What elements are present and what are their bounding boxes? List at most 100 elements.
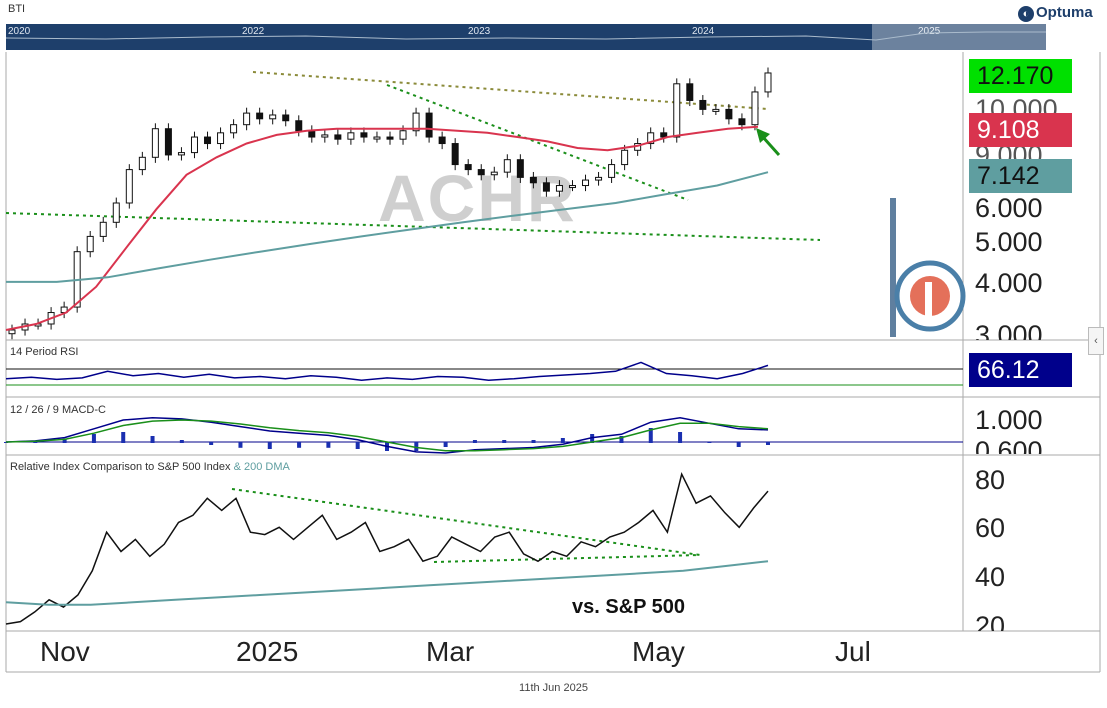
rel-ascending-trendline: [433, 554, 701, 563]
macd-histogram-bar: [443, 442, 448, 447]
rel-axis-tick: 20: [975, 611, 1006, 631]
collapse-panel-button[interactable]: ‹: [1088, 327, 1104, 355]
rsi-title: 14 Period RSI: [10, 346, 79, 358]
candle-body: [738, 118, 746, 126]
candle-body: [243, 112, 251, 126]
overview-year: 2020: [8, 26, 31, 37]
fast-ma-tag: 9.108: [969, 113, 1072, 147]
x-axis-tick: Nov: [40, 636, 90, 667]
symbol-label: BTI: [8, 3, 26, 15]
slow-ma-tag: 7.142: [969, 159, 1072, 193]
candle-body: [138, 156, 146, 171]
candle-body: [99, 221, 107, 237]
macd-histogram-bar: [33, 441, 38, 443]
macd-histogram-bar: [209, 442, 214, 445]
candle-body: [177, 152, 185, 156]
candle-body: [464, 164, 472, 171]
candle-body: [516, 159, 524, 178]
rel-descending-trendline: [231, 488, 701, 556]
support-trendline: [5, 212, 821, 241]
macd-histogram-bar: [91, 434, 96, 443]
candle-body: [477, 169, 485, 176]
candle-body: [125, 169, 133, 204]
macd-histogram-bar: [648, 428, 653, 443]
candle-body: [204, 136, 212, 145]
candle-body: [295, 120, 303, 132]
candle-body: [269, 114, 277, 120]
macd-histogram-bar: [766, 442, 770, 445]
candle-body: [660, 132, 668, 138]
candle-body: [373, 136, 381, 140]
last-price-tag: 12.170: [969, 59, 1072, 93]
candle-body: [451, 143, 459, 166]
x-axis-tick: Jul: [835, 636, 871, 667]
macd-histogram-bar: [150, 436, 155, 443]
overview-year: 2022: [242, 26, 265, 37]
rsi-line: [5, 361, 769, 381]
macd-axis-tick: 0.600: [975, 436, 1043, 454]
candle-body: [438, 136, 446, 145]
macd-histogram-bar: [355, 442, 360, 449]
candle-body: [555, 185, 563, 192]
macd-histogram-bar: [472, 440, 477, 443]
price-axis-tick: 6.000: [975, 193, 1043, 223]
candle-body: [490, 171, 498, 176]
price-axis-tick: 4.000: [975, 268, 1043, 298]
arrow-annotation: [756, 128, 781, 157]
macd-histogram-bar: [678, 432, 683, 443]
candle-body: [699, 99, 707, 110]
macd-histogram-bar: [4, 442, 8, 443]
rel-note: vs. S&P 500: [572, 596, 686, 618]
macd-histogram-bar: [590, 434, 595, 443]
candle-body: [282, 114, 290, 122]
candle-body: [712, 108, 720, 112]
candle-body: [582, 179, 590, 187]
rel-title-extra: & 200 DMA: [233, 461, 290, 473]
candle-body: [86, 235, 94, 253]
overview-year: 2024: [692, 26, 715, 37]
logo-text: Optuma: [1036, 4, 1093, 21]
macd-histogram-bar: [619, 436, 624, 443]
candle-body: [595, 176, 603, 181]
candle-body: [347, 132, 355, 140]
candle-body: [334, 134, 342, 140]
rsi-value-tag: 66.12: [969, 353, 1072, 387]
candle-body: [151, 128, 159, 158]
candle-body: [425, 112, 433, 138]
candle-body: [621, 149, 629, 166]
candle-body: [230, 124, 238, 134]
macd-histogram-bar: [62, 438, 67, 443]
symbol-watermark: ACHR: [378, 161, 577, 235]
rel-axis-tick: 40: [975, 562, 1006, 592]
overview-year: 2023: [468, 26, 491, 37]
macd-line: [5, 417, 769, 454]
x-axis-tick: Mar: [426, 636, 475, 667]
macd-histogram-bar: [179, 440, 184, 443]
macd-histogram-bar: [267, 442, 272, 449]
macd-histogram-bar: [707, 442, 712, 443]
candle-body: [190, 136, 198, 154]
macd-histogram-bar: [502, 440, 507, 443]
overview-navigator[interactable]: 2020 2022 2023 2024 2025: [6, 24, 1046, 50]
macd-histogram-bar: [121, 432, 126, 443]
candle-body: [360, 132, 368, 138]
candle-body: [217, 132, 225, 145]
price-axis-tick: 3.000: [975, 320, 1043, 340]
x-axis-tick: May: [632, 636, 685, 667]
macd-title: 12 / 26 / 9 MACD-C: [10, 404, 106, 416]
brand-watermark-logo: [890, 198, 966, 337]
candle-body: [608, 164, 616, 178]
descending-trendline: [386, 84, 689, 201]
macd-histogram-bar: [531, 440, 536, 443]
macd-histogram-bar: [238, 442, 243, 448]
macd-histogram-bar: [736, 442, 741, 447]
fast-ma-line: [5, 125, 759, 331]
candle-body: [568, 185, 576, 189]
optuma-logo-icon: ◐: [1018, 6, 1034, 22]
slow-ma-line: [6, 171, 769, 283]
candle-body: [542, 182, 550, 192]
candle-body: [503, 159, 511, 173]
candle-body: [8, 329, 16, 335]
candle-body: [764, 72, 772, 93]
